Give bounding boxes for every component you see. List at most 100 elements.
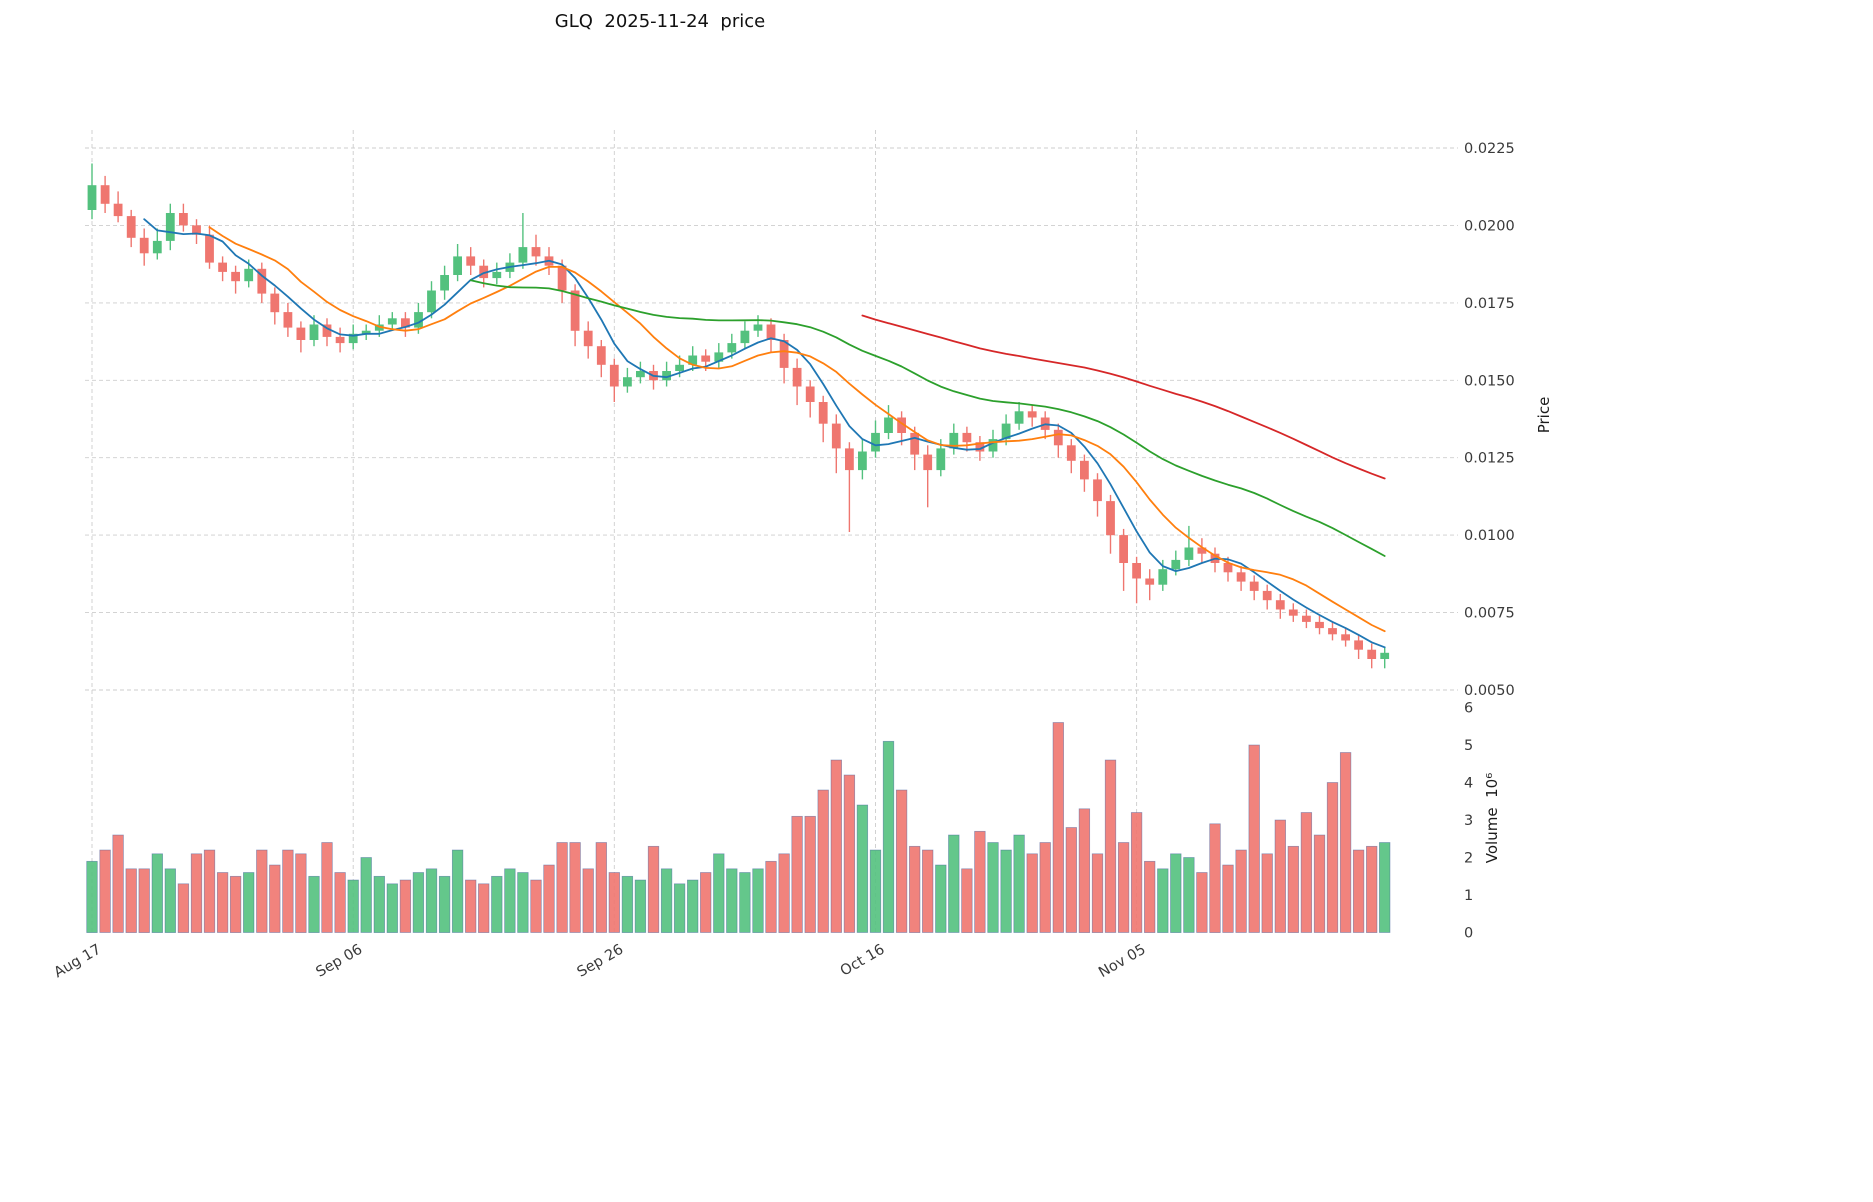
candle-body: [283, 312, 293, 328]
volume-layer: [86, 722, 1391, 933]
candle-body: [1223, 563, 1233, 573]
volume-tick-label: 4: [1464, 776, 1473, 792]
candle-body: [910, 432, 920, 455]
candle-body: [897, 417, 906, 433]
candle-body: [688, 355, 698, 365]
candle-body: [753, 324, 763, 331]
volume-bar: [177, 883, 190, 933]
volume-tick-label: 3: [1464, 813, 1473, 829]
candle-body: [988, 439, 998, 452]
volume-bar: [295, 853, 307, 933]
volume-bar: [804, 815, 816, 933]
price-tick-label: 0.0050: [1464, 683, 1515, 699]
volume-bar: [360, 857, 372, 933]
volume-bar: [895, 789, 908, 933]
volume-bar: [1039, 842, 1051, 933]
volume-bar: [987, 842, 999, 933]
volume-bar: [948, 834, 960, 933]
candle-body: [1027, 411, 1037, 418]
volume-bar: [687, 879, 699, 933]
x-tick-label: Oct 16: [838, 942, 888, 980]
volume-bar: [1366, 845, 1378, 933]
candle-body: [179, 213, 188, 226]
candle-body: [427, 290, 436, 313]
candle-body: [1315, 621, 1324, 629]
ma-line-60: [861, 314, 1386, 480]
candle-body: [766, 324, 776, 340]
volume-bar: [1000, 849, 1012, 933]
volume-bar: [634, 879, 647, 933]
candle-body: [414, 312, 423, 328]
candle-body: [1119, 535, 1128, 563]
candle-body: [596, 346, 606, 365]
volume-bar: [465, 879, 477, 933]
volume-bar: [817, 789, 829, 933]
candle-body: [1093, 479, 1102, 502]
ma-line-30: [469, 279, 1386, 557]
volume-bar: [321, 842, 333, 933]
volume-bar: [412, 872, 425, 933]
moving-average-layer: [143, 218, 1386, 649]
volume-bar: [438, 875, 451, 933]
volume-bar: [347, 879, 359, 933]
candle-body: [1080, 460, 1089, 480]
candle-body: [335, 336, 345, 344]
ma-line-5: [143, 218, 1386, 649]
candle-body: [740, 330, 750, 344]
candle-body: [126, 216, 136, 238]
candle-body: [962, 432, 972, 443]
volume-bar: [530, 879, 542, 933]
volume-bar: [1274, 819, 1286, 933]
ma-line-10: [208, 226, 1386, 633]
price-tick-label: 0.0150: [1464, 373, 1515, 389]
candle-body: [975, 442, 985, 452]
volume-bar: [1300, 812, 1313, 933]
candle-body: [1380, 652, 1390, 659]
candle-body: [1354, 640, 1363, 650]
volume-bar: [660, 868, 673, 933]
volume-bar: [1170, 853, 1182, 933]
volume-bar: [138, 868, 150, 933]
candle-body: [218, 262, 227, 272]
volume-bar: [399, 879, 412, 933]
volume-bar: [582, 868, 594, 933]
volume-bar: [869, 849, 882, 933]
price-tick-label: 0.0075: [1464, 606, 1515, 622]
candle-body: [257, 268, 267, 294]
candle-body: [727, 343, 737, 353]
candle-body: [87, 185, 97, 210]
x-tick-label: Nov 05: [1096, 942, 1148, 982]
volume-bar: [86, 860, 98, 933]
candle-body: [113, 203, 123, 217]
candle-body: [244, 268, 254, 282]
candle-body: [440, 275, 449, 291]
candle-body: [1262, 590, 1272, 601]
volume-bar: [308, 875, 320, 933]
candle-body: [1341, 634, 1350, 641]
volume-bar: [673, 883, 686, 933]
volume-bar: [1248, 744, 1260, 933]
candle-body: [139, 237, 149, 254]
candle-body: [387, 318, 397, 325]
volume-bar: [569, 842, 581, 933]
candle-body: [949, 432, 959, 449]
volume-bar: [765, 860, 777, 933]
candle-body: [492, 271, 502, 279]
candle-body: [1106, 501, 1115, 536]
volume-bar: [726, 868, 738, 933]
candle-layer: [87, 163, 1390, 669]
volume-bar: [882, 740, 895, 933]
candle-body: [858, 451, 867, 471]
volume-bar: [1196, 872, 1208, 933]
candle-body: [1302, 615, 1311, 622]
volume-bar: [830, 759, 842, 933]
volume-bar: [1157, 868, 1169, 933]
volume-bar: [1183, 857, 1195, 933]
volume-tick-label: 1: [1464, 888, 1473, 904]
volume-bar: [99, 849, 111, 933]
volume-bar: [1339, 752, 1352, 933]
candle-body: [466, 256, 476, 266]
volume-bar: [1326, 782, 1339, 933]
candle-body: [296, 327, 306, 340]
